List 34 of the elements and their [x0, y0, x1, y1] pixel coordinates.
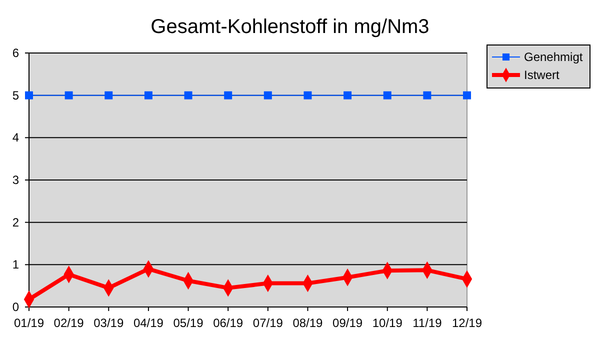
- x-tick-label: 03/19: [94, 316, 124, 330]
- x-tick-label: 09/19: [332, 316, 363, 330]
- point: [104, 91, 113, 100]
- point: [304, 91, 312, 100]
- y-tick-label: 0: [12, 300, 20, 314]
- x-tick-label: 11/19: [412, 316, 442, 330]
- chart-title: Gesamt-Kohlenstoff in mg/Nm3: [150, 16, 430, 38]
- legend-label: Istwert: [524, 68, 560, 82]
- y-tick-label: 4: [12, 130, 20, 145]
- y-tick-label: 2: [12, 215, 20, 230]
- legend-label: Genehmigt: [524, 50, 584, 64]
- x-tick-label: 12/19: [452, 316, 482, 330]
- point: [144, 91, 152, 100]
- point: [64, 91, 73, 100]
- point: [383, 91, 392, 100]
- point: [463, 91, 471, 100]
- x-tick-label: 08/19: [292, 316, 324, 330]
- y-tick-label: 5: [12, 88, 20, 102]
- y-tick-label: 6: [12, 46, 20, 60]
- x-tick-label: 04/19: [133, 316, 164, 330]
- point: [184, 91, 192, 100]
- x-tick-label: 10/19: [372, 316, 403, 330]
- x-tick-label: 01/19: [14, 316, 44, 330]
- x-tick-label: 07/19: [252, 316, 284, 330]
- y-tick-label: 3: [12, 173, 20, 187]
- x-tick-label: 05/19: [173, 316, 204, 330]
- x-tick-label: 02/19: [54, 316, 84, 330]
- point: [224, 91, 232, 100]
- point: [25, 91, 33, 100]
- point: [344, 91, 352, 100]
- y-tick-label: 1: [12, 258, 20, 272]
- point: [423, 91, 432, 100]
- x-tick-label: 06/19: [213, 316, 244, 330]
- point: [264, 91, 272, 100]
